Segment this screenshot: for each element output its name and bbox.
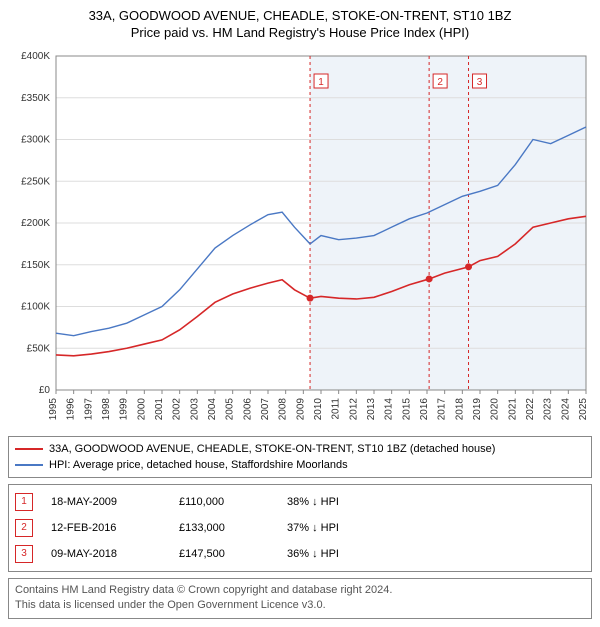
svg-text:2006: 2006	[242, 397, 253, 420]
svg-text:2002: 2002	[172, 397, 183, 420]
legend-label: HPI: Average price, detached house, Staf…	[49, 459, 348, 471]
legend-row: HPI: Average price, detached house, Staf…	[15, 457, 585, 473]
svg-text:2007: 2007	[260, 397, 271, 420]
svg-text:£400K: £400K	[21, 51, 50, 62]
svg-text:2024: 2024	[560, 397, 571, 420]
title-line-1: 33A, GOODWOOD AVENUE, CHEADLE, STOKE-ON-…	[8, 8, 592, 25]
svg-text:2011: 2011	[331, 397, 342, 419]
svg-text:£0: £0	[39, 385, 51, 396]
svg-text:2015: 2015	[401, 397, 412, 420]
sales-row: 2 12-FEB-2016 £133,000 37% ↓ HPI	[15, 515, 585, 541]
title-block: 33A, GOODWOOD AVENUE, CHEADLE, STOKE-ON-…	[8, 8, 592, 42]
svg-text:£250K: £250K	[21, 176, 50, 187]
price-chart: £0 £50K £100K £150K £200K £250K £300K £350K £400…	[8, 50, 592, 430]
sales-table: 1 18-MAY-2009 £110,000 38% ↓ HPI 2 12-FEB-201…	[8, 484, 592, 572]
sales-marker: 3	[15, 545, 33, 563]
svg-text:2020: 2020	[490, 397, 501, 420]
svg-text:2017: 2017	[437, 397, 448, 420]
sales-price: £147,500	[179, 548, 269, 560]
sales-marker: 2	[15, 519, 33, 537]
svg-text:£200K: £200K	[21, 218, 50, 229]
sales-delta: 36% ↓ HPI	[287, 548, 339, 560]
sales-date: 09-MAY-2018	[51, 548, 161, 560]
sales-date: 12-FEB-2016	[51, 522, 161, 534]
svg-text:2009: 2009	[295, 397, 306, 420]
sales-row: 1 18-MAY-2009 £110,000 38% ↓ HPI	[15, 489, 585, 515]
legend-swatch	[15, 448, 43, 450]
svg-text:£50K: £50K	[27, 343, 51, 354]
sales-price: £110,000	[179, 496, 269, 508]
svg-text:2000: 2000	[136, 397, 147, 420]
footer-line-1: Contains HM Land Registry data © Crown c…	[15, 583, 585, 598]
footer-line-2: This data is licensed under the Open Gov…	[15, 598, 585, 613]
svg-text:2023: 2023	[543, 397, 554, 420]
svg-text:1: 1	[318, 77, 324, 88]
legend-label: 33A, GOODWOOD AVENUE, CHEADLE, STOKE-ON-…	[49, 443, 495, 455]
svg-text:£300K: £300K	[21, 134, 50, 145]
svg-text:2014: 2014	[384, 397, 395, 420]
chart-svg: £0 £50K £100K £150K £200K £250K £300K £350K £400…	[8, 50, 592, 430]
sales-price: £133,000	[179, 522, 269, 534]
svg-text:1997: 1997	[83, 397, 94, 420]
svg-text:2008: 2008	[278, 397, 289, 420]
svg-text:2003: 2003	[189, 397, 200, 420]
svg-text:2021: 2021	[507, 397, 518, 420]
sales-delta: 38% ↓ HPI	[287, 496, 339, 508]
attribution-footer: Contains HM Land Registry data © Crown c…	[8, 578, 592, 619]
svg-text:£350K: £350K	[21, 93, 50, 104]
sales-date: 18-MAY-2009	[51, 496, 161, 508]
svg-text:3: 3	[477, 77, 483, 88]
svg-text:2004: 2004	[207, 397, 218, 420]
sales-delta: 37% ↓ HPI	[287, 522, 339, 534]
svg-text:£100K: £100K	[21, 301, 50, 312]
svg-text:2016: 2016	[419, 397, 430, 420]
svg-text:2010: 2010	[313, 397, 324, 420]
svg-text:1996: 1996	[66, 397, 77, 420]
svg-text:2025: 2025	[578, 397, 589, 420]
svg-text:2001: 2001	[154, 397, 165, 420]
svg-text:2019: 2019	[472, 397, 483, 420]
legend-swatch	[15, 464, 43, 466]
svg-text:£150K: £150K	[21, 260, 50, 271]
svg-text:1999: 1999	[119, 397, 130, 420]
svg-text:1998: 1998	[101, 397, 112, 420]
svg-text:2013: 2013	[366, 397, 377, 420]
svg-text:1995: 1995	[48, 397, 59, 420]
title-line-2: Price paid vs. HM Land Registry's House …	[8, 25, 592, 42]
sales-row: 3 09-MAY-2018 £147,500 36% ↓ HPI	[15, 541, 585, 567]
legend-row: 33A, GOODWOOD AVENUE, CHEADLE, STOKE-ON-…	[15, 441, 585, 457]
svg-text:2018: 2018	[454, 397, 465, 420]
svg-text:2: 2	[437, 77, 443, 88]
sales-marker: 1	[15, 493, 33, 511]
svg-text:2005: 2005	[225, 397, 236, 420]
svg-text:2022: 2022	[525, 397, 536, 420]
legend-box: 33A, GOODWOOD AVENUE, CHEADLE, STOKE-ON-…	[8, 436, 592, 478]
svg-text:2012: 2012	[348, 397, 359, 420]
